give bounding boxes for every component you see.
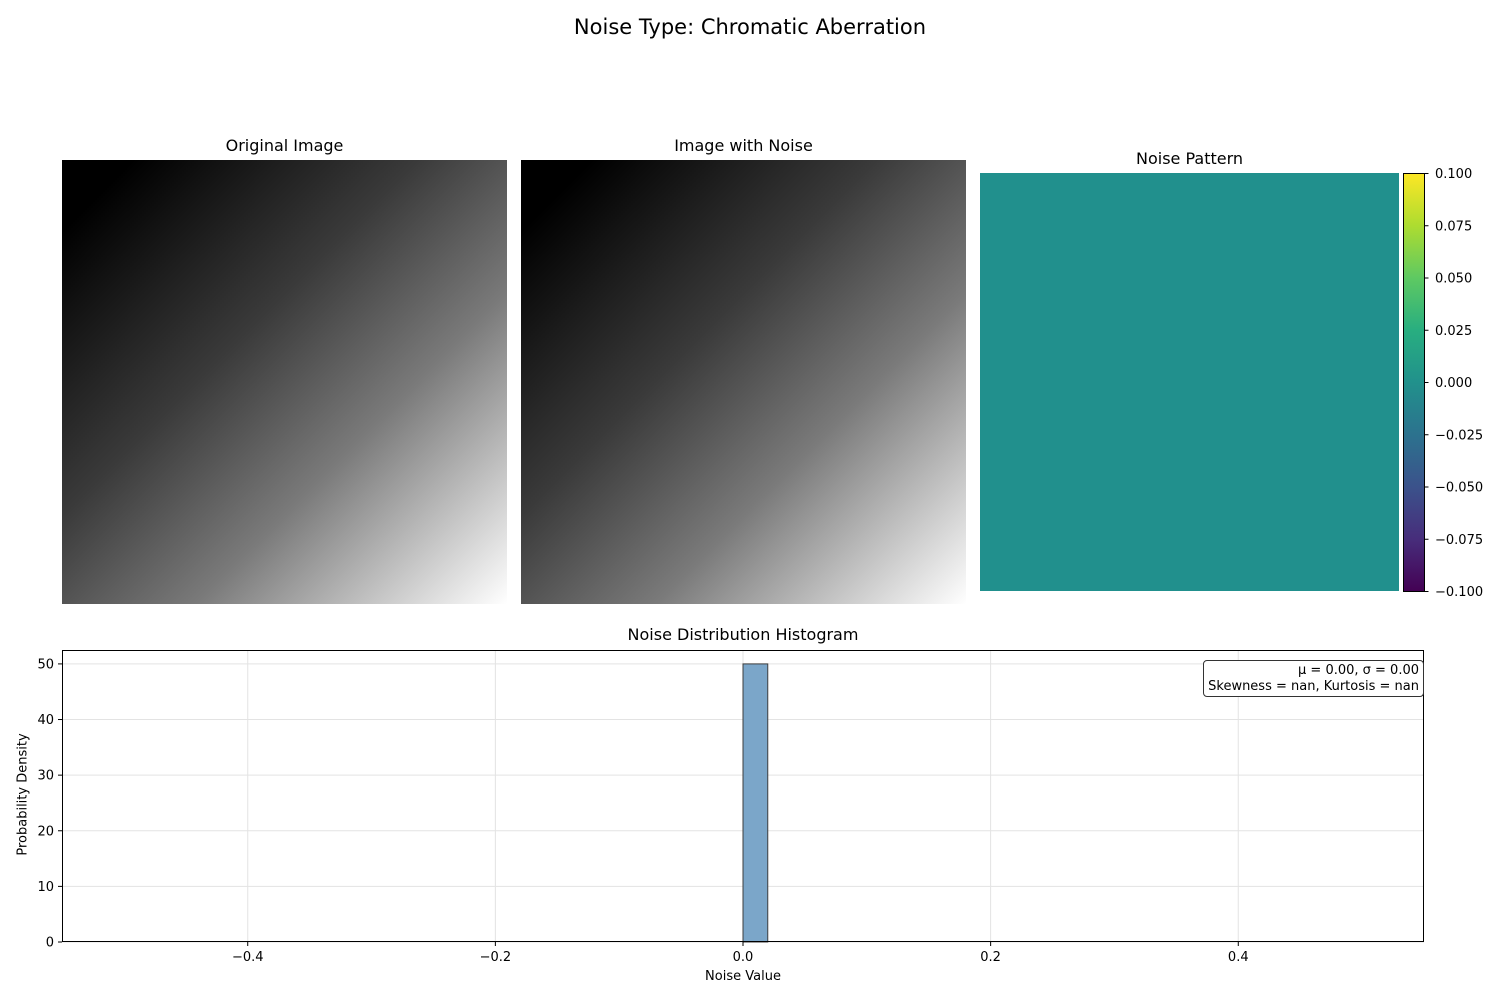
y-tick-label: 0 [46,936,54,951]
histogram-frame [62,650,1424,942]
colorbar-tick-label: 0.000 [1435,376,1472,391]
x-tick-label: 0.2 [980,950,1001,965]
colorbar-tick-label: −0.075 [1435,533,1483,548]
figure-title: Noise Type: Chromatic Aberration [573,15,927,39]
x-tick-label: 0.0 [733,950,754,965]
y-tick-label: 30 [37,769,54,784]
y-tick-label: 40 [37,713,54,728]
x-tick-label: −0.2 [480,950,512,965]
y-tick-label: 10 [37,880,54,895]
noisy-image-title: Image with Noise [674,136,813,155]
original-image [62,160,507,604]
x-axis-label: Noise Value [705,969,781,984]
histogram-chart: −0.4 −0.2 0.0 0.2 0.4 0 10 20 30 40 50 [37,650,1424,965]
colorbar-tick-label: −0.050 [1435,481,1483,496]
noisy-image [521,160,966,604]
y-axis-label: Probability Density [15,733,31,856]
colorbar-tick-label: 0.025 [1435,324,1472,339]
colorbar-tick-label: −0.025 [1435,428,1483,443]
original-image-title: Original Image [225,136,344,155]
colorbar-tick-label: 0.100 [1435,167,1472,182]
x-tick-label: −0.4 [232,950,264,965]
stats-line-mean-std: μ = 0.00, σ = 0.00 [1298,663,1419,678]
histogram-title: Noise Distribution Histogram [627,625,859,644]
colorbar-tick-label: −0.100 [1435,585,1483,600]
stats-annotation: μ = 0.00, σ = 0.00 Skewness = nan, Kurto… [1203,660,1424,697]
x-tick-label: 0.4 [1228,950,1249,965]
y-tick-label: 20 [37,824,54,839]
histogram-bar [742,663,769,943]
y-tick-label: 50 [37,657,54,672]
colorbar-gradient [1403,173,1425,592]
stats-line-skew-kurt: Skewness = nan, Kurtosis = nan [1208,679,1419,694]
colorbar: 0.100 0.075 0.050 0.025 0.000 −0.025 −0.050 −0.… [1403,167,1483,600]
noise-pattern-image [980,173,1399,591]
noise-pattern-title: Noise Pattern [1135,149,1244,168]
colorbar-tick-label: 0.075 [1435,219,1472,234]
colorbar-tick-label: 0.050 [1435,272,1472,287]
